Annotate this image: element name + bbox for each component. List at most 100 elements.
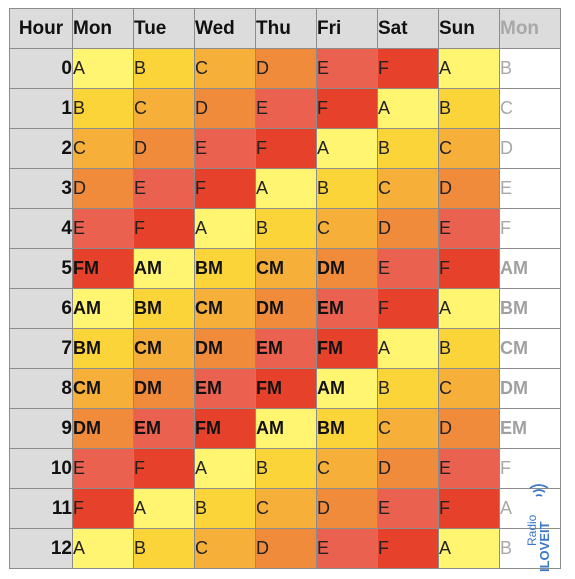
schedule-cell-sat: E bbox=[377, 248, 439, 289]
schedule-cell-wed: DM bbox=[194, 328, 256, 369]
schedule-cell-mon: FM bbox=[72, 248, 134, 289]
hour-column-header: Hour bbox=[9, 8, 73, 49]
schedule-cell-fri: C bbox=[316, 208, 378, 249]
schedule-cell-wed: BM bbox=[194, 248, 256, 289]
schedule-cell-mon: AM bbox=[72, 288, 134, 329]
schedule-cell-tue: AM bbox=[133, 248, 195, 289]
hour-label: 10 bbox=[9, 448, 73, 489]
schedule-cell-sat: B bbox=[377, 368, 439, 409]
day-header-wed: Wed bbox=[194, 8, 256, 49]
schedule-cell-fri: AM bbox=[316, 368, 378, 409]
schedule-cell-sat: A bbox=[377, 328, 439, 369]
schedule-cell-sun: D bbox=[438, 408, 500, 449]
schedule-cell-mon: B bbox=[72, 88, 134, 129]
schedule-cell-mon: DM bbox=[72, 408, 134, 449]
schedule-cell-sun: F bbox=[438, 488, 500, 529]
schedule-cell-next-mon: C bbox=[499, 88, 561, 129]
day-header-thu: Thu bbox=[255, 8, 317, 49]
day-header-tue: Tue bbox=[133, 8, 195, 49]
watermark-radio-text: Radio bbox=[525, 514, 539, 546]
schedule-cell-sun: C bbox=[438, 368, 500, 409]
schedule-cell-sat: A bbox=[377, 88, 439, 129]
schedule-cell-thu: EM bbox=[255, 328, 317, 369]
schedule-cell-sat: D bbox=[377, 448, 439, 489]
schedule-cell-mon: E bbox=[72, 448, 134, 489]
schedule-cell-tue: B bbox=[133, 48, 195, 89]
schedule-cell-mon: F bbox=[72, 488, 134, 529]
schedule-cell-sun: A bbox=[438, 288, 500, 329]
schedule-cell-sun: D bbox=[438, 168, 500, 209]
schedule-cell-wed: EM bbox=[194, 368, 256, 409]
schedule-cell-next-mon: F bbox=[499, 448, 561, 489]
day-header-fri: Fri bbox=[316, 8, 378, 49]
schedule-cell-sun: A bbox=[438, 48, 500, 89]
day-header-sun: Sun bbox=[438, 8, 500, 49]
schedule-cell-wed: C bbox=[194, 48, 256, 89]
schedule-cell-next-mon: D bbox=[499, 128, 561, 169]
schedule-cell-thu: CM bbox=[255, 248, 317, 289]
hour-label: 7 bbox=[9, 328, 73, 369]
schedule-cell-next-mon: B bbox=[499, 528, 561, 569]
table-row: 11 F A B C D E F A bbox=[9, 488, 561, 529]
schedule-cell-sun: E bbox=[438, 448, 500, 489]
schedule-cell-sat: F bbox=[377, 288, 439, 329]
schedule-cell-next-mon: AM bbox=[499, 248, 561, 289]
schedule-cell-sun: B bbox=[438, 88, 500, 129]
schedule-cell-thu: B bbox=[255, 448, 317, 489]
schedule-cell-wed: A bbox=[194, 208, 256, 249]
table-row: 5 FM AM BM CM DM E F AM bbox=[9, 248, 561, 289]
hour-label: 9 bbox=[9, 408, 73, 449]
schedule-cell-fri: E bbox=[316, 48, 378, 89]
table-row: 6 AM BM CM DM EM F A BM bbox=[9, 288, 561, 329]
hour-label: 0 bbox=[9, 48, 73, 89]
schedule-cell-mon: D bbox=[72, 168, 134, 209]
schedule-cell-thu: E bbox=[255, 88, 317, 129]
hour-label: 12 bbox=[9, 528, 73, 569]
schedule-cell-next-mon: CM bbox=[499, 328, 561, 369]
schedule-cell-wed: E bbox=[194, 128, 256, 169]
schedule-cell-sat: F bbox=[377, 528, 439, 569]
schedule-cell-fri: DM bbox=[316, 248, 378, 289]
schedule-cell-thu: D bbox=[255, 528, 317, 569]
schedule-cell-thu: FM bbox=[255, 368, 317, 409]
table-row: 7 BM CM DM EM FM A B CM bbox=[9, 328, 561, 369]
schedule-cell-sun: B bbox=[438, 328, 500, 369]
schedule-cell-sat: C bbox=[377, 168, 439, 209]
schedule-cell-mon: C bbox=[72, 128, 134, 169]
day-header-sat: Sat bbox=[377, 8, 439, 49]
header-row: Hour Mon Tue Wed Thu Fri Sat Sun Mon bbox=[9, 8, 561, 49]
schedule-cell-sat: C bbox=[377, 408, 439, 449]
schedule-cell-thu: C bbox=[255, 488, 317, 529]
schedule-cell-thu: AM bbox=[255, 408, 317, 449]
schedule-cell-mon: A bbox=[72, 528, 134, 569]
schedule-cell-tue: BM bbox=[133, 288, 195, 329]
schedule-cell-next-mon: DM bbox=[499, 368, 561, 409]
hour-label: 2 bbox=[9, 128, 73, 169]
schedule-cell-wed: A bbox=[194, 448, 256, 489]
schedule-cell-wed: CM bbox=[194, 288, 256, 329]
schedule-cell-sun: E bbox=[438, 208, 500, 249]
schedule-cell-tue: C bbox=[133, 88, 195, 129]
schedule-cell-next-mon: E bbox=[499, 168, 561, 209]
schedule-cell-wed: B bbox=[194, 488, 256, 529]
hour-label: 5 bbox=[9, 248, 73, 289]
table-row: 10 E F A B C D E F bbox=[9, 448, 561, 489]
schedule-cell-tue: A bbox=[133, 488, 195, 529]
schedule-cell-thu: DM bbox=[255, 288, 317, 329]
schedule-cell-fri: BM bbox=[316, 408, 378, 449]
schedule-cell-sun: C bbox=[438, 128, 500, 169]
table-row: 9 DM EM FM AM BM C D EM bbox=[9, 408, 561, 449]
schedule-cell-wed: D bbox=[194, 88, 256, 129]
schedule-cell-wed: F bbox=[194, 168, 256, 209]
schedule-cell-tue: E bbox=[133, 168, 195, 209]
schedule-cell-fri: A bbox=[316, 128, 378, 169]
hour-label: 3 bbox=[9, 168, 73, 209]
radio-iloveit-watermark: Radio ILOVEIT bbox=[525, 478, 553, 574]
schedule-cell-tue: F bbox=[133, 448, 195, 489]
table-row: 8 CM DM EM FM AM B C DM bbox=[9, 368, 561, 409]
broadcast-waves-icon bbox=[529, 484, 549, 497]
hour-label: 4 bbox=[9, 208, 73, 249]
